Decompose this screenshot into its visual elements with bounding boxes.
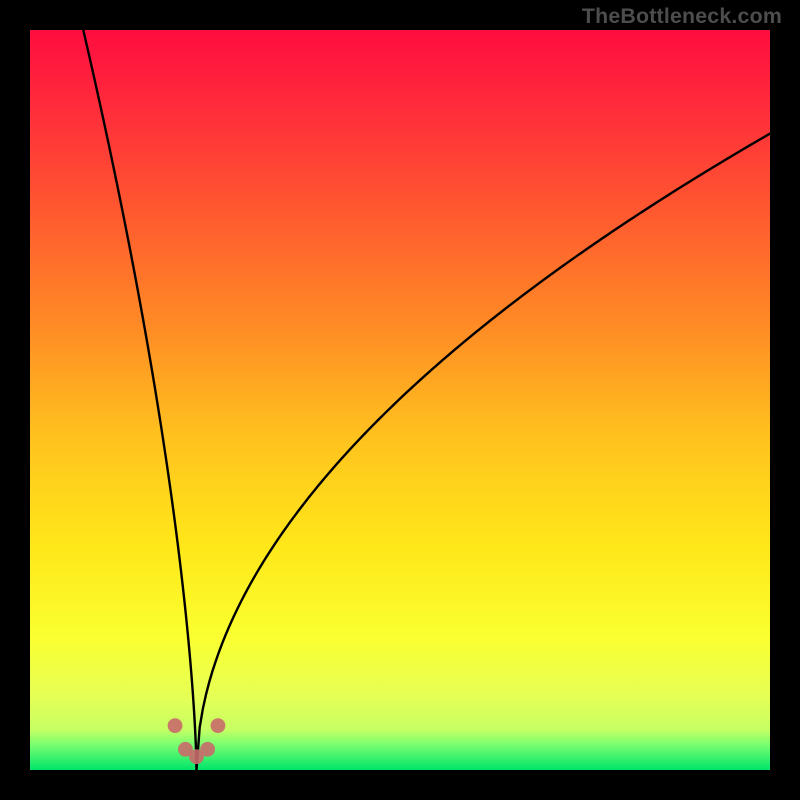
vertex-marker [168, 718, 183, 733]
chart-svg [0, 0, 800, 800]
stage: TheBottleneck.com [0, 0, 800, 800]
watermark-text: TheBottleneck.com [582, 4, 782, 29]
vertex-marker [200, 742, 215, 757]
vertex-marker [211, 718, 226, 733]
